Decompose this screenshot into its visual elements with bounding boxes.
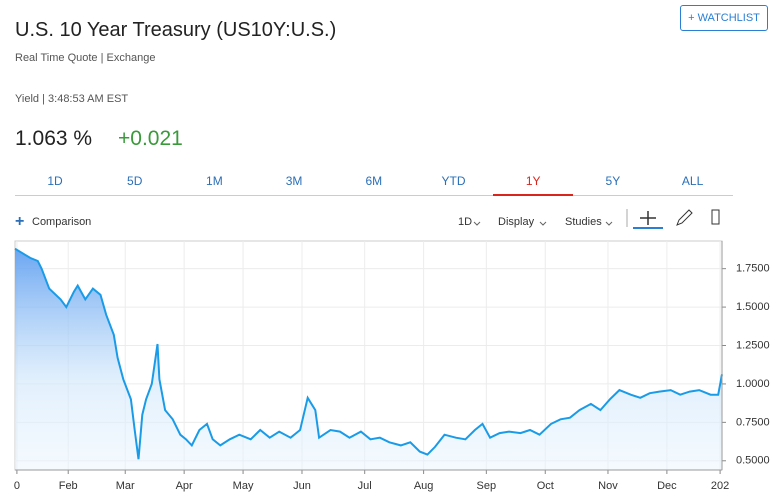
price: 1.063 % — [15, 127, 93, 150]
range-tab[interactable]: 1Y — [493, 174, 574, 196]
studies[interactable]: Studies — [565, 216, 602, 228]
range-tabs: 1D 5D 1M 3M 6M YTD 1Y 5Y ALL — [15, 174, 733, 196]
line — [14, 247, 723, 460]
trash-icon[interactable] — [711, 209, 720, 225]
x-tick-label: Dec — [657, 480, 677, 492]
range-tab[interactable]: 3M — [285, 174, 303, 188]
range-tab[interactable]: 6M — [365, 174, 383, 188]
range-tab[interactable]: 5Y — [605, 174, 621, 188]
x-tick-label: May — [233, 480, 254, 492]
change: +0.021 — [118, 127, 183, 150]
range-tab[interactable]: 1M — [206, 174, 223, 188]
x-tick-label: Sep — [477, 480, 497, 492]
draw-icon[interactable] — [676, 209, 693, 226]
interval[interactable]: 1D — [458, 216, 473, 228]
title: U.S. 10 Year Treasury (US10Y:U.S.) — [15, 19, 337, 41]
x-tick-label: 0 — [14, 480, 20, 492]
range-tab[interactable]: 5D — [127, 174, 143, 188]
x-tick-label: Nov — [598, 480, 618, 492]
plus-icon: + — [15, 213, 25, 230]
range-tab[interactable]: YTD — [441, 174, 466, 188]
crosshair-icon[interactable] — [640, 211, 656, 225]
subtitle: Real Time Quote | Exchange — [15, 52, 156, 64]
range-tab[interactable]: 1D — [47, 174, 63, 188]
x-tick-label: Jun — [293, 480, 311, 492]
y-tick-label: 1.2500 — [736, 339, 770, 351]
y-tick-label: 1.5000 — [736, 301, 770, 313]
x-tick-label: Feb — [59, 480, 78, 492]
display[interactable]: Display — [498, 216, 535, 228]
y-tick-label: 0.5000 — [736, 455, 770, 467]
x-tick-label: Aug — [414, 480, 434, 492]
toolbar-icons — [473, 209, 720, 229]
chart: 0.5000 0.7500 1.0000 1.2500 1.5000 1.7500 0 Feb… — [14, 240, 770, 492]
x-tick-label: Jul — [358, 480, 372, 492]
y-tick-label: 1.7500 — [736, 263, 770, 275]
area — [15, 248, 722, 470]
chevrons — [473, 221, 613, 226]
y-tick-label: 1.0000 — [736, 378, 770, 390]
yield-time: Yield | 3:48:53 AM EST — [15, 93, 129, 105]
y-tick-label: 0.7500 — [736, 416, 770, 428]
x-tick-label: Mar — [116, 480, 135, 492]
range-tab[interactable]: ALL — [681, 174, 704, 188]
comparison[interactable]: Comparison — [32, 216, 92, 228]
x-tick-label: Apr — [176, 480, 193, 492]
watchlist-button[interactable]: + WATCHLIST — [680, 5, 768, 31]
x-tick-label: 202 — [711, 480, 729, 492]
x-tick-label: Oct — [537, 480, 554, 492]
